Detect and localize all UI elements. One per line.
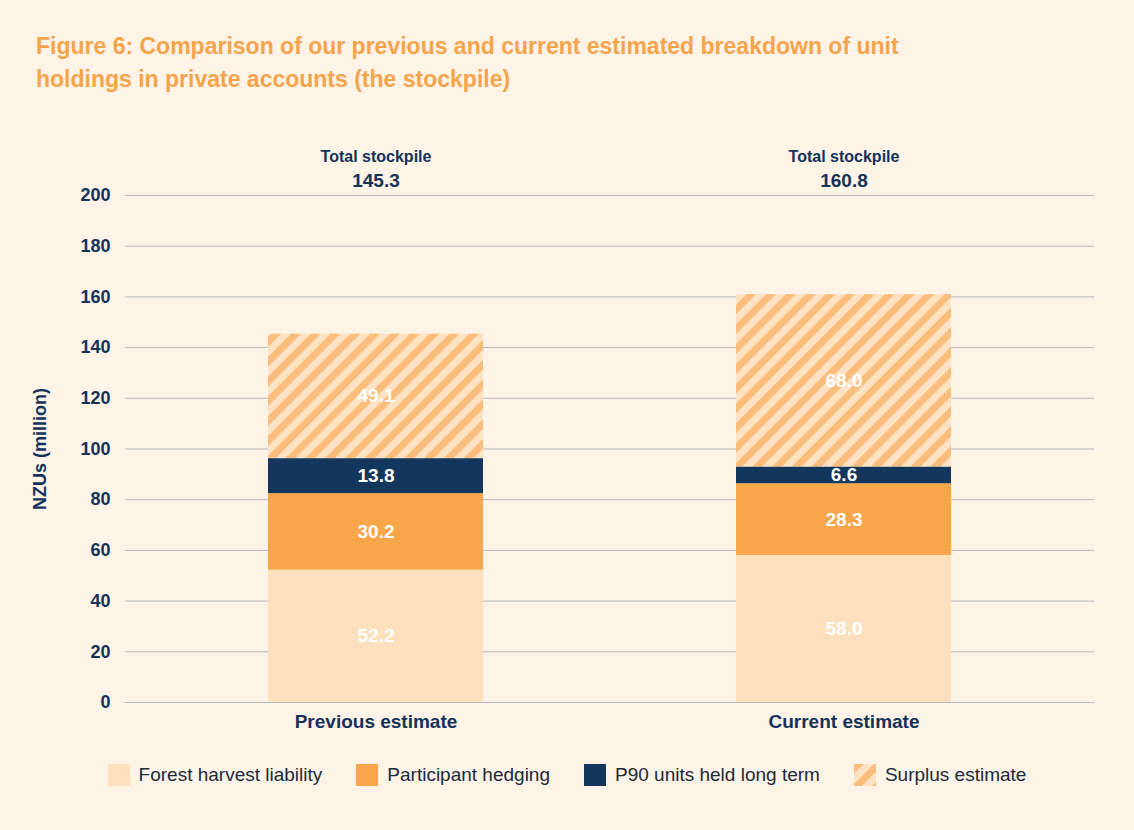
svg-text:140: 140 xyxy=(80,337,110,357)
html-text:Figure 6: Comparison of our pr: Figure 6: Comparison of our previous and… xyxy=(36,33,899,92)
svg-text:40: 40 xyxy=(90,591,110,611)
svg-text:20: 20 xyxy=(90,642,110,662)
svg-text:80: 80 xyxy=(90,489,110,509)
svg-text:58.0: 58.0 xyxy=(826,618,863,639)
svg-text:49.1: 49.1 xyxy=(358,385,395,406)
svg-text:30.2: 30.2 xyxy=(358,521,395,542)
svg-text:60: 60 xyxy=(90,540,110,560)
svg-text:28.3: 28.3 xyxy=(826,509,863,530)
svg-text:13.8: 13.8 xyxy=(358,465,395,486)
html-text:Participant hedging: Participant hedging xyxy=(387,764,550,785)
svg-text:52.2: 52.2 xyxy=(358,625,395,646)
svg-text:NZUs (million): NZUs (million) xyxy=(30,388,50,510)
html-text:Surplus estimate: Surplus estimate xyxy=(884,764,1027,785)
svg-text:160: 160 xyxy=(80,287,110,307)
svg-text:Previous estimate: Previous estimate xyxy=(295,711,458,732)
svg-text:160.8: 160.8 xyxy=(820,170,868,191)
svg-text:0: 0 xyxy=(100,692,110,712)
svg-text:200: 200 xyxy=(80,185,110,205)
svg-text:6.6: 6.6 xyxy=(831,464,857,485)
svg-text:180: 180 xyxy=(80,236,110,256)
svg-text:Total stockpile: Total stockpile xyxy=(321,148,432,165)
svg-text:Current estimate: Current estimate xyxy=(769,711,920,732)
html-text:P90 units held long term: P90 units held long term xyxy=(615,764,820,785)
svg-text:100: 100 xyxy=(80,439,110,459)
svg-text:68.0: 68.0 xyxy=(826,370,863,391)
svg-text:Total stockpile: Total stockpile xyxy=(789,148,900,165)
svg-text:145.3: 145.3 xyxy=(352,170,400,191)
svg-text:120: 120 xyxy=(80,388,110,408)
html-text:Forest harvest liability: Forest harvest liability xyxy=(138,764,323,785)
